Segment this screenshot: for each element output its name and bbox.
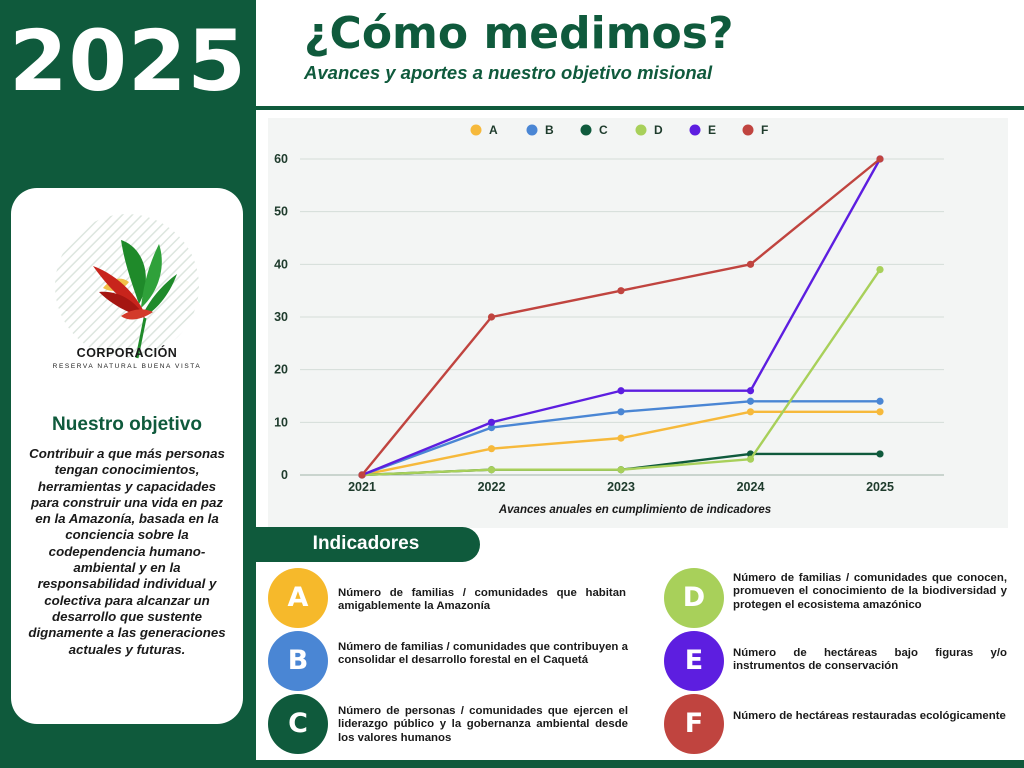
logo-title: CORPORACIÓN — [76, 346, 178, 360]
series-b-point — [876, 397, 884, 405]
y-tick-label: 50 — [274, 205, 288, 219]
x-tick-label: 2022 — [478, 480, 506, 494]
legend-d-marker — [635, 124, 647, 136]
legend-d-label: D — [654, 123, 663, 137]
line-chart: 0 10 20 30 40 50 60 2021 2022 2023 2024 2025 A B C D E F — [274, 123, 944, 494]
logo-subtitle: RESERVA NATURAL BUENA VISTA — [52, 363, 202, 370]
indicator-e-text: Número de hectáreas bajo figuras y/o ins… — [733, 647, 1007, 673]
series-e-point — [746, 387, 755, 395]
legend-a-marker — [470, 124, 482, 136]
header-divider — [256, 106, 1024, 110]
legend-f-marker — [742, 124, 754, 136]
leaf-logo-icon — [55, 214, 199, 359]
indicator-a-text: Número de familias / comunidades que hab… — [338, 587, 626, 613]
indicator-e-badge: E — [664, 631, 724, 691]
y-tick-label: 30 — [274, 310, 288, 324]
legend-f-label: F — [761, 123, 768, 137]
organization-logo — [49, 208, 205, 364]
series-f-point — [617, 287, 625, 295]
indicator-d-text: Número de familias / comunidades que con… — [733, 572, 1007, 611]
legend-e-label: E — [708, 123, 716, 137]
page-title: ¿Cómo medimos? — [304, 8, 734, 59]
series-e-point — [487, 418, 496, 426]
y-tick-label: 20 — [274, 363, 288, 377]
series-f-point — [876, 155, 884, 163]
series-d-point — [876, 266, 884, 274]
y-tick-label: 0 — [281, 468, 288, 482]
series-b-point — [617, 408, 625, 416]
series-d-point — [617, 466, 625, 474]
indicator-f-text: Número de hectáreas restauradas ecológic… — [733, 710, 1006, 722]
series-a-point — [876, 408, 884, 416]
series-f-point — [746, 260, 755, 268]
series-a-point — [617, 434, 625, 442]
series-f-point — [358, 471, 366, 479]
objective-text: Contribuir a que más personas tengan con… — [28, 446, 226, 657]
x-tick-label: 2025 — [866, 480, 894, 494]
y-tick-label: 60 — [274, 152, 288, 166]
indicator-b-text: Número de familias / comunidades que con… — [338, 641, 628, 667]
chart-background — [268, 118, 1008, 528]
legend-b-label: B — [545, 123, 554, 137]
indicator-b-badge: B — [268, 631, 328, 691]
series-c-point — [876, 450, 884, 458]
series-e-point — [617, 387, 625, 395]
objective-card: CORPORACIÓN RESERVA NATURAL BUENA VISTA … — [11, 188, 243, 724]
legend-e-marker — [689, 124, 701, 136]
chart-caption: Avances anuales en cumplimiento de indic… — [498, 504, 772, 516]
objective-title: Nuestro objetivo — [52, 414, 202, 435]
legend-b-marker — [526, 124, 538, 136]
x-tick-label: 2023 — [607, 480, 635, 494]
series-a-point — [487, 445, 496, 453]
year-title: 2025 — [9, 12, 247, 110]
page-subtitle: Avances y aportes a nuestro objetivo mis… — [304, 62, 713, 83]
series-b-point — [746, 397, 755, 405]
indicator-d-badge: D — [664, 568, 724, 628]
series-a-point — [746, 408, 755, 416]
legend-a-label: A — [489, 123, 498, 137]
indicator-c-badge: C — [268, 694, 328, 754]
indicators-header: Indicadores — [256, 527, 480, 562]
series-f-point — [487, 313, 496, 321]
indicator-c-text: Número de personas / comunidades que eje… — [338, 705, 628, 744]
footer-bar — [256, 760, 1024, 768]
legend-c-marker — [580, 124, 592, 136]
x-tick-label: 2021 — [348, 480, 376, 494]
indicators-title: Indicadores — [312, 533, 420, 554]
series-d-point — [487, 466, 496, 474]
indicator-a-badge: A — [268, 568, 328, 628]
series-d-point — [746, 455, 755, 463]
y-tick-label: 10 — [274, 415, 288, 429]
legend-c-label: C — [599, 123, 608, 137]
x-tick-label: 2024 — [737, 480, 765, 494]
y-tick-label: 40 — [274, 257, 288, 271]
indicator-f-badge: F — [664, 694, 724, 754]
sidebar: 2025 CORPORACIÓN R — [0, 0, 256, 768]
series-b-point — [487, 424, 496, 432]
